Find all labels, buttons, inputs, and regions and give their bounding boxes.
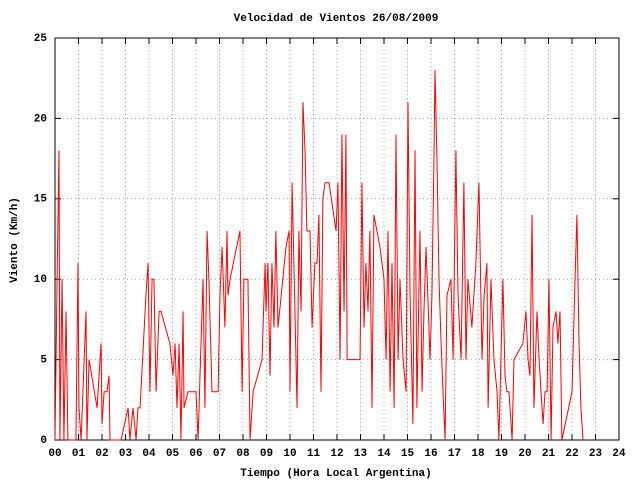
x-tick-label: 03: [119, 448, 133, 460]
x-tick-label: 04: [142, 448, 156, 460]
x-axis-label: Tiempo (Hora Local Argentina): [240, 468, 431, 480]
x-tick-label: 13: [354, 448, 368, 460]
chart-title: Velocidad de Vientos 26/08/2009: [234, 13, 439, 25]
x-tick-label: 16: [424, 448, 437, 460]
x-tick-label: 14: [377, 448, 391, 460]
x-tick-label: 22: [565, 448, 578, 460]
x-tick-label: 12: [330, 448, 343, 460]
x-tick-label: 10: [283, 448, 296, 460]
x-tick-label: 17: [448, 448, 461, 460]
x-tick-label: 07: [213, 448, 226, 460]
y-axis-label: Viento (Km/h): [9, 197, 21, 283]
y-tick-label: 20: [34, 113, 47, 125]
x-tick-label: 21: [542, 448, 556, 460]
y-tick-label: 0: [40, 435, 47, 447]
x-tick-label: 20: [518, 448, 531, 460]
x-tick-label: 24: [612, 448, 626, 460]
x-tick-label: 08: [236, 448, 250, 460]
x-tick-label: 19: [495, 448, 508, 460]
x-tick-label: 11: [307, 448, 321, 460]
wind-line: [54, 70, 584, 441]
y-tick-label: 15: [34, 194, 48, 206]
x-tick-label: 06: [189, 448, 202, 460]
y-tick-label: 5: [40, 355, 47, 367]
x-tick-label: 00: [48, 448, 61, 460]
y-tick-label: 25: [34, 33, 48, 45]
y-tick-label: 10: [34, 274, 47, 286]
x-tick-label: 18: [471, 448, 485, 460]
x-tick-label: 09: [260, 448, 273, 460]
x-tick-label: 15: [401, 448, 415, 460]
x-tick-label: 01: [72, 448, 86, 460]
plot-frame: [54, 37, 620, 441]
x-tick-label: 02: [95, 448, 108, 460]
x-tick-label: 23: [589, 448, 603, 460]
x-tick-label: 05: [166, 448, 180, 460]
